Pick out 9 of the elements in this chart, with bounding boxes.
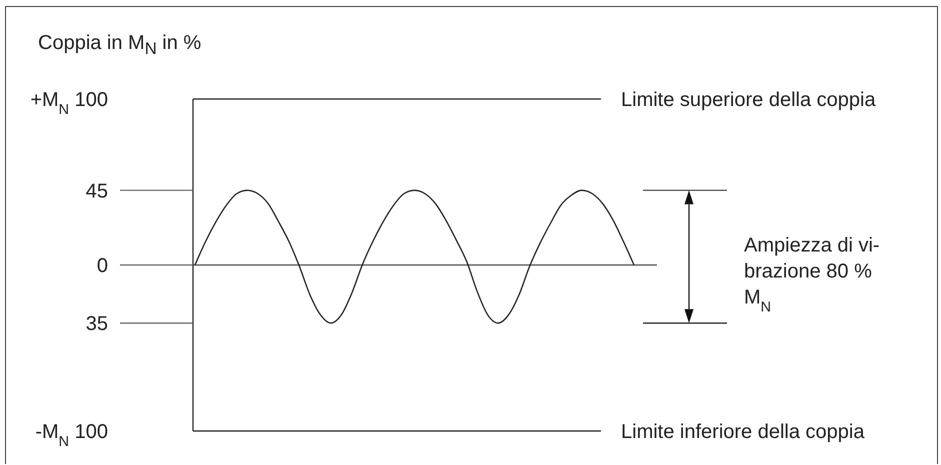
y-tick-label: 0: [96, 255, 108, 277]
y-tick-label: 35: [86, 313, 108, 336]
y-axis-title: Coppia in M$_{N}$ in %: [38, 31, 202, 60]
ref-line-label: Limite superiore della coppia: [621, 89, 876, 111]
y-tick-label: +M$_{N}$ 100: [30, 89, 108, 118]
text: Ampiezza di vi- brazione 80 % M$_{N}$: [744, 234, 880, 316]
ref-line-label: Limite inferiore della coppia: [621, 421, 866, 443]
y-tick-label: -M$_{N}$ 100: [35, 421, 108, 450]
y-tick-label: 45: [86, 180, 108, 202]
